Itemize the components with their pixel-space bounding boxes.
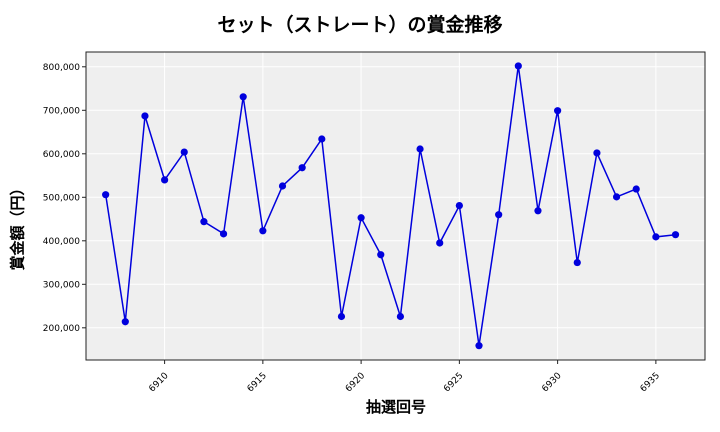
x-tick-label: 6925 (442, 371, 465, 394)
data-point (357, 214, 365, 222)
y-tick-label: 800,000 (43, 63, 80, 73)
y-tick-label: 700,000 (43, 106, 80, 116)
plot-area (86, 52, 705, 360)
data-point (475, 342, 483, 350)
x-axis-ticks: 6910 6915 6920 6925 6930 6935 (147, 360, 662, 394)
data-point (121, 318, 129, 326)
data-point (377, 251, 385, 259)
y-tick-label: 200,000 (43, 324, 80, 334)
data-point (278, 182, 287, 190)
x-tick-label: 6935 (639, 371, 662, 394)
data-point (318, 135, 326, 143)
data-point (180, 148, 188, 156)
data-point (200, 218, 208, 226)
plot-frame (85, 51, 706, 361)
data-point (593, 149, 601, 157)
data-markers (102, 62, 680, 350)
data-point (298, 164, 306, 172)
data-line (104, 65, 676, 346)
data-point (259, 227, 267, 235)
data-point (534, 207, 542, 215)
y-tick-label: 600,000 (43, 150, 80, 160)
data-point (239, 93, 247, 101)
data-point (436, 239, 444, 247)
data-point (671, 231, 680, 239)
chart-title: セット（ストレート）の賞金推移 (217, 14, 503, 36)
x-tick-label: 6930 (540, 371, 563, 394)
y-tick-label: 400,000 (43, 237, 80, 247)
data-point (554, 107, 562, 115)
data-point (495, 211, 503, 219)
data-point (396, 312, 405, 321)
data-point (514, 62, 522, 70)
x-tick-label: 6915 (246, 371, 269, 394)
data-point (161, 176, 169, 184)
y-tick-label: 500,000 (43, 193, 80, 203)
data-point (612, 193, 621, 201)
data-point (632, 185, 640, 193)
data-point (337, 312, 346, 321)
data-point (141, 112, 149, 120)
data-point (416, 145, 424, 153)
data-point (102, 191, 110, 199)
data-point (652, 233, 660, 241)
y-tick-label: 300,000 (43, 280, 80, 290)
y-axis-ticks: 200,000 300,000 400,000 500,000 600,000 700,0… (43, 63, 86, 334)
x-axis-label: 抽選回号 (365, 398, 426, 416)
data-point (219, 230, 228, 238)
x-tick-label: 6920 (344, 371, 367, 394)
data-point (455, 201, 463, 210)
data-point (573, 258, 581, 267)
x-tick-label: 6910 (147, 371, 170, 394)
